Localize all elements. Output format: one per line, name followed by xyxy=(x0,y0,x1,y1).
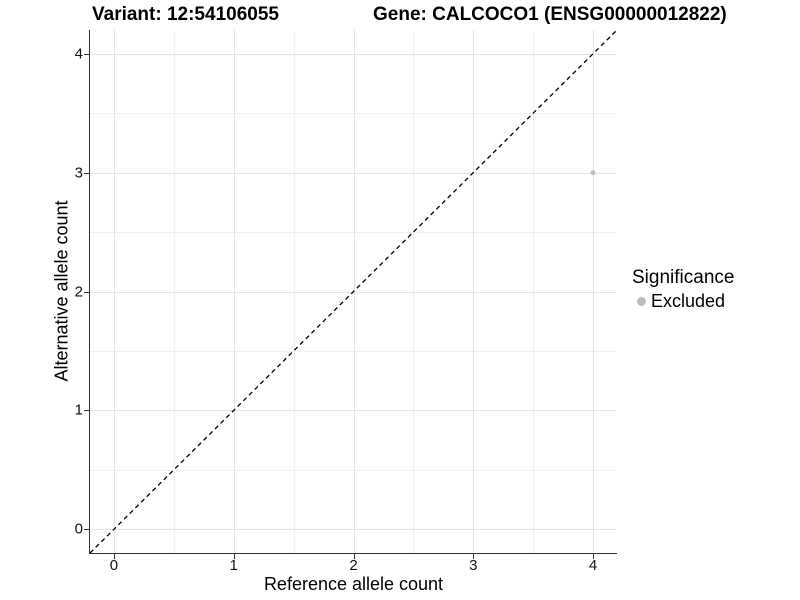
legend-item: Excluded xyxy=(637,290,734,312)
legend-point-icon xyxy=(637,296,646,306)
legend: Significance Excluded xyxy=(632,266,734,312)
legend-title: Significance xyxy=(632,267,735,288)
x-tick-label: 0 xyxy=(109,557,119,574)
legend-item-label: Excluded xyxy=(651,291,726,311)
gene-title: Gene: CALCOCO1 (ENSG00000012822) xyxy=(373,4,727,25)
variant-title: Variant: 12:54106055 xyxy=(92,4,279,25)
x-tick-label: 2 xyxy=(349,557,358,574)
x-tick-label: 1 xyxy=(229,557,238,574)
y-tick-label: 2 xyxy=(74,283,83,300)
legend-items: Excluded xyxy=(632,290,734,312)
x-tick-label: 4 xyxy=(588,557,598,574)
x-axis-title: Reference allele count xyxy=(263,574,444,594)
y-tick-label: 4 xyxy=(74,45,83,63)
y-tick-label: 0 xyxy=(74,520,83,538)
identity-dashed-line xyxy=(89,29,618,554)
y-tick-label: 3 xyxy=(74,164,83,182)
data-point xyxy=(590,170,596,176)
x-tick-label: 3 xyxy=(469,557,478,574)
y-tick-label: 1 xyxy=(74,401,83,419)
y-axis-title: Alternative allele count xyxy=(51,200,72,382)
